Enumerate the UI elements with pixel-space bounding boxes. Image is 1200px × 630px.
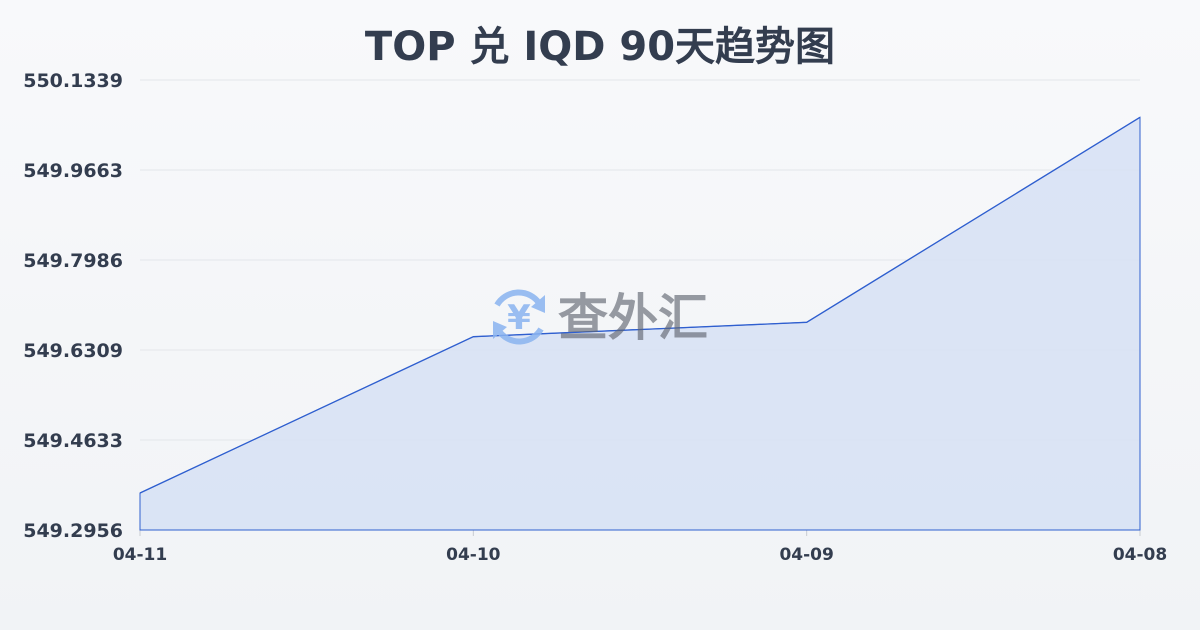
x-tick-label: 04-08 <box>1113 545 1167 565</box>
svg-text:¥: ¥ <box>507 298 531 338</box>
watermark: ¥ 查外汇 <box>493 289 708 347</box>
chart-title: TOP 兑 IQD 90天趋势图 <box>365 24 835 70</box>
y-tick-label: 549.9663 <box>23 160 123 182</box>
y-tick-label: 549.2956 <box>23 520 123 542</box>
y-tick-label: 550.1339 <box>23 70 123 92</box>
yen-exchange-icon: ¥ <box>493 289 545 345</box>
x-tick-label: 04-10 <box>446 545 501 565</box>
y-tick-label: 549.7986 <box>23 250 123 272</box>
series-line <box>139 116 1141 494</box>
y-tick-label: 549.4633 <box>23 430 123 452</box>
watermark-text: 查外汇 <box>558 289 708 347</box>
x-tick-label: 04-11 <box>113 545 167 565</box>
x-tick-label: 04-09 <box>779 545 833 565</box>
y-tick-label: 549.6309 <box>23 340 123 362</box>
